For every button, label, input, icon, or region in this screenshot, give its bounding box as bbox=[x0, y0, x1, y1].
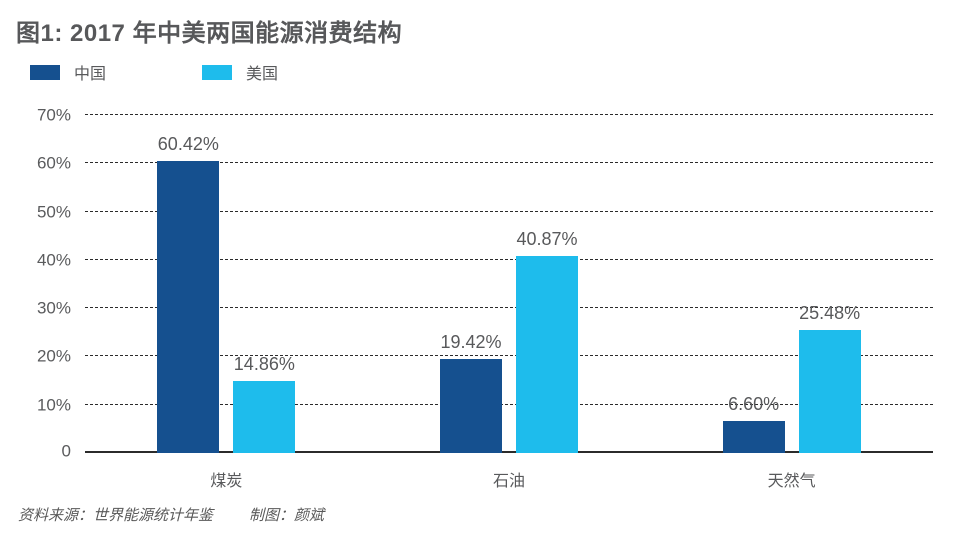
y-tick-label-0: 0 bbox=[61, 441, 71, 461]
bar-value-label-美国-天然气: 25.48% bbox=[799, 302, 861, 323]
legend-item-china: 中国 bbox=[30, 60, 106, 84]
bar-group-石油: 19.42% 40.87% bbox=[440, 229, 578, 453]
legend-item-usa: 美国 bbox=[202, 60, 278, 84]
y-tick-label-60%: 60% bbox=[36, 153, 71, 173]
bar-group-天然气: 6.60% 25.48% bbox=[722, 303, 861, 453]
gridline-40%: 40% bbox=[37, 251, 933, 268]
x-category-label-天然气: 天然气 bbox=[767, 473, 816, 490]
gridline-10%: 10% bbox=[37, 396, 933, 413]
legend-label-china: 中国 bbox=[74, 66, 107, 83]
bar-value-label-美国-煤炭: 14.86% bbox=[233, 354, 295, 375]
legend-label-usa: 美国 bbox=[246, 66, 279, 83]
x-category-label-石油: 石油 bbox=[492, 473, 526, 490]
x-category-label-煤炭: 煤炭 bbox=[210, 473, 243, 490]
plot-area: 70% 60% 50% 40% 30% 20% 10% 0 60.42% 14.86% 煤炭 19.4… bbox=[37, 107, 933, 490]
y-tick-label-50%: 50% bbox=[36, 202, 71, 222]
chart-title: 图1: 2017 年中美两国能源消费结构 bbox=[16, 20, 403, 47]
bar-中国-石油: 19.42% bbox=[440, 332, 502, 453]
bar-美国-石油: 40.87% bbox=[516, 229, 578, 453]
legend-swatch-usa bbox=[202, 64, 232, 80]
bar-value-label-美国-石油: 40.87% bbox=[516, 228, 578, 249]
bar-value-label-中国-天然气: 6.60% bbox=[728, 394, 780, 415]
gridline-70%: 70% bbox=[37, 107, 933, 124]
bar-value-label-中国-煤炭: 60.42% bbox=[157, 134, 219, 155]
y-tick-label-30%: 30% bbox=[36, 298, 71, 318]
bar-美国-煤炭: 14.86% bbox=[233, 354, 296, 453]
bar-中国-煤炭: 60.42% bbox=[157, 134, 220, 453]
bar-value-label-中国-石油: 19.42% bbox=[440, 332, 502, 353]
gridline-50%: 50% bbox=[37, 203, 933, 220]
y-tick-label-20%: 20% bbox=[36, 346, 71, 366]
gridline-60%: 60% bbox=[37, 155, 933, 172]
x-axis-line: 0 bbox=[62, 443, 933, 460]
y-tick-label-40%: 40% bbox=[36, 250, 71, 270]
credit-note: 制图：颜斌 bbox=[249, 507, 325, 524]
y-tick-label-10%: 10% bbox=[36, 395, 71, 415]
source-note: 资料来源：世界能源统计年鉴 bbox=[18, 507, 214, 524]
y-tick-label-70%: 70% bbox=[36, 105, 71, 125]
bar-中国-天然气: 6.60% bbox=[722, 394, 785, 453]
bar-group-煤炭: 60.42% 14.86% bbox=[157, 134, 296, 453]
chart-footer: 资料来源：世界能源统计年鉴 制图：颜斌 bbox=[18, 504, 324, 525]
bar-美国-天然气: 25.48% bbox=[798, 303, 861, 453]
legend-swatch-china bbox=[30, 64, 60, 80]
gridline-20%: 20% bbox=[37, 348, 933, 365]
gridline-30%: 30% bbox=[37, 300, 933, 317]
